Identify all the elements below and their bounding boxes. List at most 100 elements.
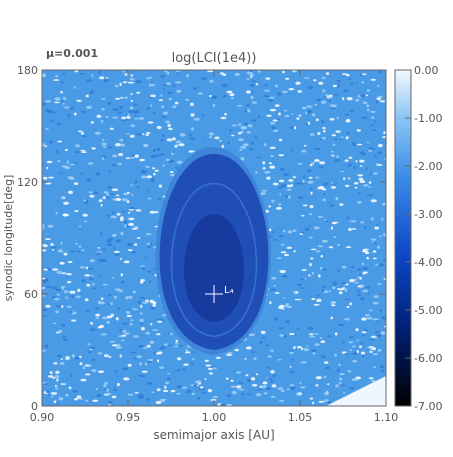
speckle-dot <box>277 358 282 361</box>
speckle-dot <box>131 193 134 196</box>
speckle-dot <box>83 199 87 202</box>
speckle-dot <box>49 371 53 375</box>
speckle-dot <box>78 398 84 400</box>
speckle-dot <box>308 236 314 239</box>
speckle-dot <box>373 295 379 298</box>
speckle-dot <box>365 285 371 289</box>
speckle-dot <box>297 196 304 200</box>
speckle-dot <box>150 179 156 182</box>
speckle-dot <box>62 97 67 100</box>
speckle-dot <box>106 388 109 392</box>
speckle-dot <box>104 382 109 385</box>
speckle-dot <box>268 99 274 102</box>
speckle-dot <box>269 301 272 305</box>
speckle-dot <box>154 225 158 228</box>
speckle-dot <box>267 366 271 369</box>
speckle-dot <box>103 79 109 83</box>
speckle-dot <box>176 89 182 93</box>
speckle-dot <box>172 105 177 108</box>
speckle-dot <box>221 144 224 148</box>
speckle-dot <box>278 306 284 309</box>
speckle-dot <box>193 384 197 387</box>
speckle-dot <box>368 147 375 150</box>
speckle-dot <box>146 175 153 179</box>
speckle-dot <box>357 293 361 297</box>
speckle-dot <box>139 318 144 322</box>
speckle-dot <box>129 134 135 138</box>
speckle-dot <box>120 218 124 222</box>
speckle-dot <box>87 162 94 165</box>
speckle-dot <box>319 337 323 339</box>
speckle-dot <box>126 200 130 203</box>
speckle-dot <box>63 201 69 205</box>
speckle-dot <box>111 344 119 347</box>
speckle-dot <box>161 105 165 109</box>
speckle-dot <box>160 398 167 401</box>
speckle-dot <box>350 228 357 230</box>
speckle-dot <box>201 391 206 394</box>
speckle-dot <box>250 75 253 79</box>
speckle-dot <box>296 117 300 120</box>
speckle-dot <box>320 100 327 104</box>
speckle-dot <box>132 308 138 311</box>
speckle-dot <box>246 131 251 134</box>
speckle-dot <box>74 70 79 73</box>
speckle-dot <box>115 194 120 197</box>
speckle-dot <box>377 245 380 249</box>
speckle-dot <box>53 322 57 325</box>
speckle-dot <box>111 188 119 192</box>
speckle-dot <box>152 112 156 115</box>
speckle-dot <box>353 166 356 169</box>
speckle-dot <box>115 346 122 349</box>
speckle-dot <box>200 386 204 389</box>
speckle-dot <box>95 316 99 319</box>
speckle-dot <box>111 233 117 238</box>
speckle-dot <box>234 348 239 352</box>
speckle-dot <box>265 77 271 80</box>
speckle-dot <box>368 181 372 184</box>
speckle-dot <box>222 94 227 98</box>
speckle-dot <box>97 326 102 329</box>
speckle-dot <box>121 210 126 213</box>
speckle-dot <box>141 375 146 378</box>
speckle-dot <box>165 381 170 385</box>
speckle-dot <box>320 266 323 271</box>
speckle-dot <box>126 115 131 120</box>
speckle-dot <box>125 295 128 299</box>
y-axis-label: synodic longitude[deg] <box>2 175 15 302</box>
speckle-dot <box>160 139 165 142</box>
speckle-dot <box>288 88 295 91</box>
speckle-dot <box>146 107 150 111</box>
speckle-dot <box>92 287 97 290</box>
speckle-dot <box>308 213 312 216</box>
speckle-dot <box>379 100 386 103</box>
speckle-dot <box>60 91 63 94</box>
speckle-dot <box>248 333 255 337</box>
speckle-dot <box>283 297 286 300</box>
speckle-dot <box>340 203 344 206</box>
speckle-dot <box>176 357 182 361</box>
speckle-dot <box>288 195 291 199</box>
speckle-dot <box>265 387 272 390</box>
speckle-dot <box>67 281 72 284</box>
speckle-dot <box>286 184 292 188</box>
speckle-dot <box>197 92 203 95</box>
speckle-dot <box>357 174 364 177</box>
speckle-dot <box>136 133 139 136</box>
speckle-dot <box>346 118 350 122</box>
speckle-dot <box>170 389 176 393</box>
speckle-dot <box>344 317 350 321</box>
speckle-dot <box>269 122 276 125</box>
speckle-dot <box>346 132 350 135</box>
speckle-dot <box>306 169 312 173</box>
speckle-dot <box>270 155 275 158</box>
speckle-dot <box>149 210 155 214</box>
speckle-dot <box>379 235 382 238</box>
speckle-dot <box>290 359 294 361</box>
speckle-dot <box>110 313 115 317</box>
speckle-dot <box>198 388 205 391</box>
speckle-dot <box>175 81 182 84</box>
speckle-dot <box>120 231 124 236</box>
speckle-dot <box>378 309 383 313</box>
speckle-dot <box>332 282 337 286</box>
